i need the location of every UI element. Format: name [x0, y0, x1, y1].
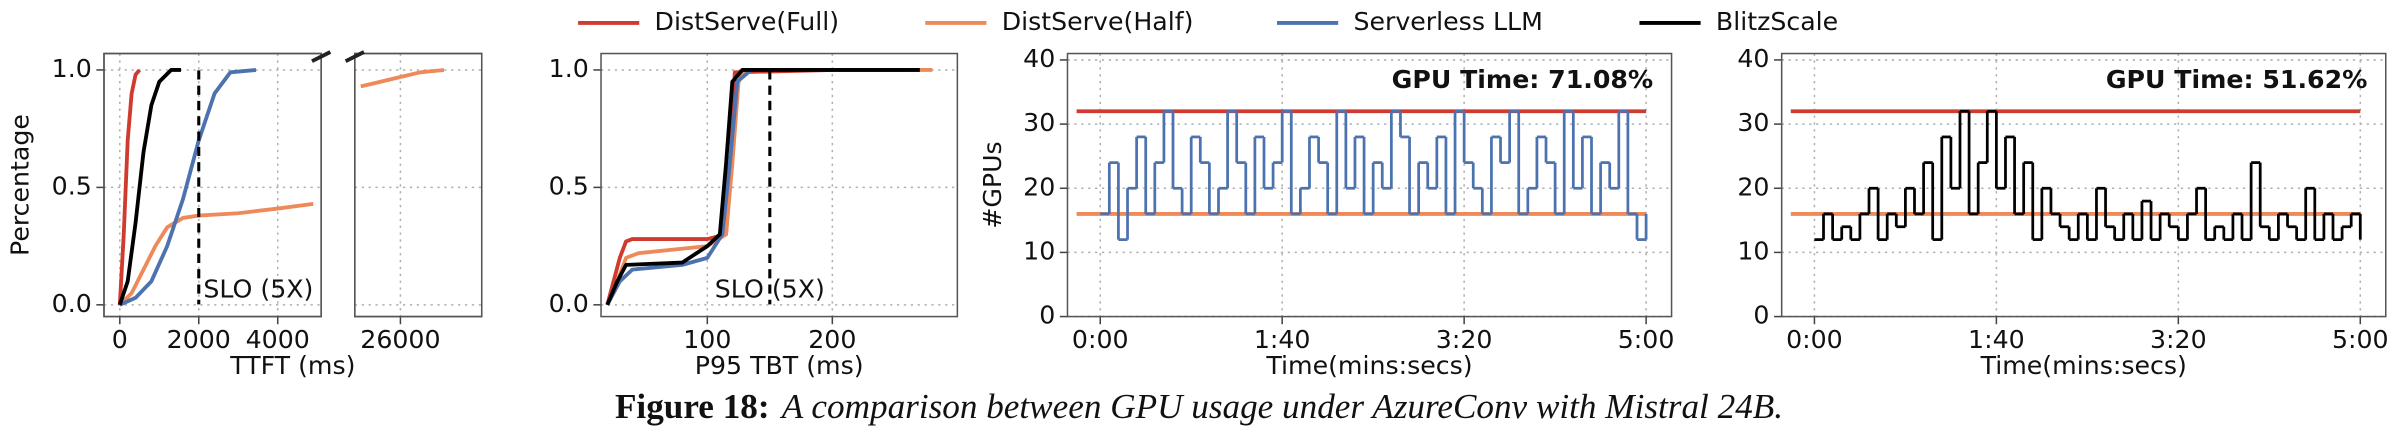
- x-tick-label: 26000: [360, 325, 440, 354]
- y-axis-label: #GPUs: [978, 141, 1007, 228]
- y-tick-label: 10: [1737, 236, 1769, 265]
- series-line: [605, 68, 920, 306]
- series-line: [117, 68, 142, 305]
- series-line: [605, 68, 908, 306]
- break-cover: [321, 50, 355, 320]
- series-line: [119, 68, 257, 307]
- plot-area: [1790, 109, 2362, 241]
- x-tick-label: 5:00: [1618, 325, 1675, 354]
- plot-area: [1076, 109, 1648, 241]
- annotation: GPU Time: 71.08%: [1392, 65, 1654, 94]
- x-axis-label: Time(mins:secs): [1265, 351, 1472, 380]
- x-tick-label: 2000: [167, 325, 231, 354]
- x-axis-label: TTFT (ms): [229, 351, 355, 380]
- caption-text: A comparison between GPU usage under Azu…: [780, 387, 1783, 426]
- series-line: [605, 68, 920, 306]
- x-tick-label: 5:00: [2332, 325, 2389, 354]
- x-tick-label: 1:40: [1968, 325, 2025, 354]
- x-tick-label: 0:00: [1072, 325, 1129, 354]
- slo-label: SLO (5X): [203, 275, 313, 304]
- y-tick-label: 40: [1023, 44, 1055, 73]
- slo-label: SLO (5X): [715, 275, 825, 304]
- axes-frame: [1780, 52, 2387, 318]
- x-axis-label: Time(mins:secs): [1980, 351, 2187, 380]
- axis-break: [311, 50, 332, 63]
- axes-frame: [354, 52, 483, 318]
- legend-label: DistServe(Half): [1002, 7, 1194, 36]
- axes-frame: [600, 52, 959, 318]
- legend-label: Serverless LLM: [1353, 7, 1542, 36]
- x-tick-label: 0:00: [1786, 325, 1843, 354]
- x-tick-label: 3:20: [1436, 325, 1493, 354]
- y-tick-label: 1.0: [52, 54, 92, 83]
- x-tick-label: 100: [683, 325, 731, 354]
- legend-label: DistServe(Full): [655, 7, 840, 36]
- y-tick-label: 0.5: [549, 171, 589, 200]
- y-axis-label: Percentage: [5, 114, 34, 256]
- x-tick-label: 200: [808, 325, 856, 354]
- y-tick-label: 0: [1039, 301, 1055, 330]
- series-line: [117, 68, 182, 306]
- y-tick-label: 20: [1023, 172, 1055, 201]
- axis-break: [344, 50, 365, 63]
- y-tick-label: 0.0: [52, 289, 92, 318]
- plot-area: [117, 68, 445, 307]
- plot-area: [605, 68, 933, 306]
- axes-frame: [1066, 52, 1673, 318]
- x-tick-label: 3:20: [2150, 325, 2207, 354]
- annotation: GPU Time: 51.62%: [2106, 65, 2368, 94]
- y-tick-label: 0.5: [52, 171, 92, 200]
- y-tick-label: 1.0: [549, 54, 589, 83]
- x-tick-label: 1:40: [1254, 325, 1311, 354]
- y-tick-label: 20: [1737, 172, 1769, 201]
- caption: Figure 18: A comparison between GPU usage…: [615, 387, 1783, 426]
- y-tick-label: 0.0: [549, 289, 589, 318]
- y-tick-label: 30: [1023, 108, 1055, 137]
- axes-frame: [354, 52, 483, 318]
- axes-frame: [103, 52, 322, 318]
- x-tick-label: 4000: [246, 325, 310, 354]
- y-tick-label: 10: [1023, 236, 1055, 265]
- legend-label: BlitzScale: [1716, 7, 1838, 36]
- x-tick-label: 0: [112, 325, 128, 354]
- y-tick-label: 40: [1737, 44, 1769, 73]
- y-tick-label: 30: [1737, 108, 1769, 137]
- y-tick-label: 0: [1753, 301, 1769, 330]
- series-line: [118, 68, 445, 307]
- x-axis-label: P95 TBT (ms): [695, 351, 864, 380]
- caption-label: Figure 18:: [615, 387, 770, 426]
